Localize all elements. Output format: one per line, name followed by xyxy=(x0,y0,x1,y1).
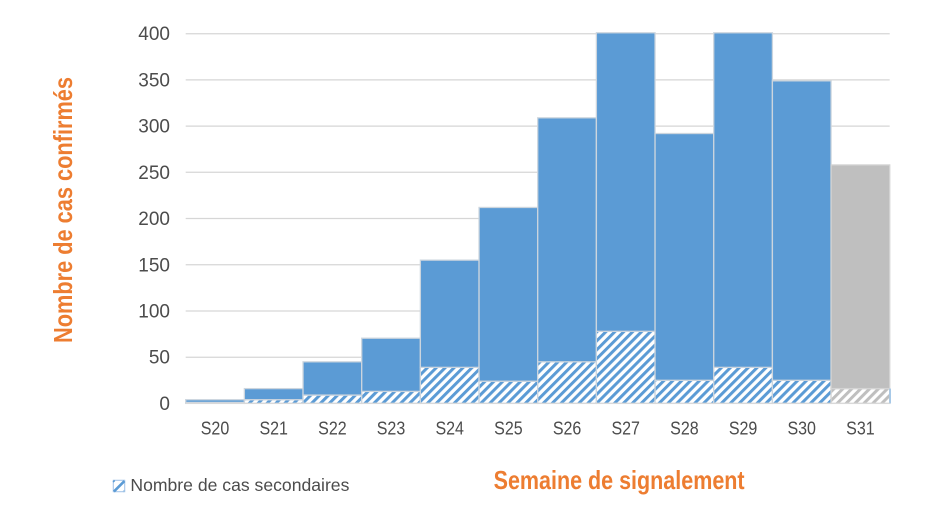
svg-text:50: 50 xyxy=(149,348,170,369)
svg-text:200: 200 xyxy=(138,209,170,230)
svg-text:S26: S26 xyxy=(553,419,582,439)
svg-text:100: 100 xyxy=(138,302,170,323)
svg-text:S23: S23 xyxy=(377,419,406,439)
svg-text:S20: S20 xyxy=(201,419,230,439)
svg-text:S27: S27 xyxy=(611,419,640,439)
svg-text:S30: S30 xyxy=(787,419,816,439)
svg-text:Semaine de signalement: Semaine de signalement xyxy=(494,465,745,495)
svg-text:S28: S28 xyxy=(670,419,699,439)
svg-text:S29: S29 xyxy=(729,419,758,439)
svg-text:0: 0 xyxy=(159,394,170,415)
svg-text:S24: S24 xyxy=(435,419,464,439)
svg-text:S31: S31 xyxy=(846,419,875,439)
svg-text:Nombre de cas secondaires: Nombre de cas secondaires xyxy=(130,475,349,495)
svg-text:250: 250 xyxy=(138,163,170,184)
svg-text:150: 150 xyxy=(138,255,170,276)
svg-text:S21: S21 xyxy=(259,419,288,439)
svg-text:S25: S25 xyxy=(494,419,523,439)
svg-text:400: 400 xyxy=(138,24,170,45)
svg-text:350: 350 xyxy=(138,70,170,91)
svg-text:S22: S22 xyxy=(318,419,347,439)
svg-text:300: 300 xyxy=(138,117,170,138)
svg-text:Nombre de cas confirmés: Nombre de cas confirmés xyxy=(48,77,78,343)
